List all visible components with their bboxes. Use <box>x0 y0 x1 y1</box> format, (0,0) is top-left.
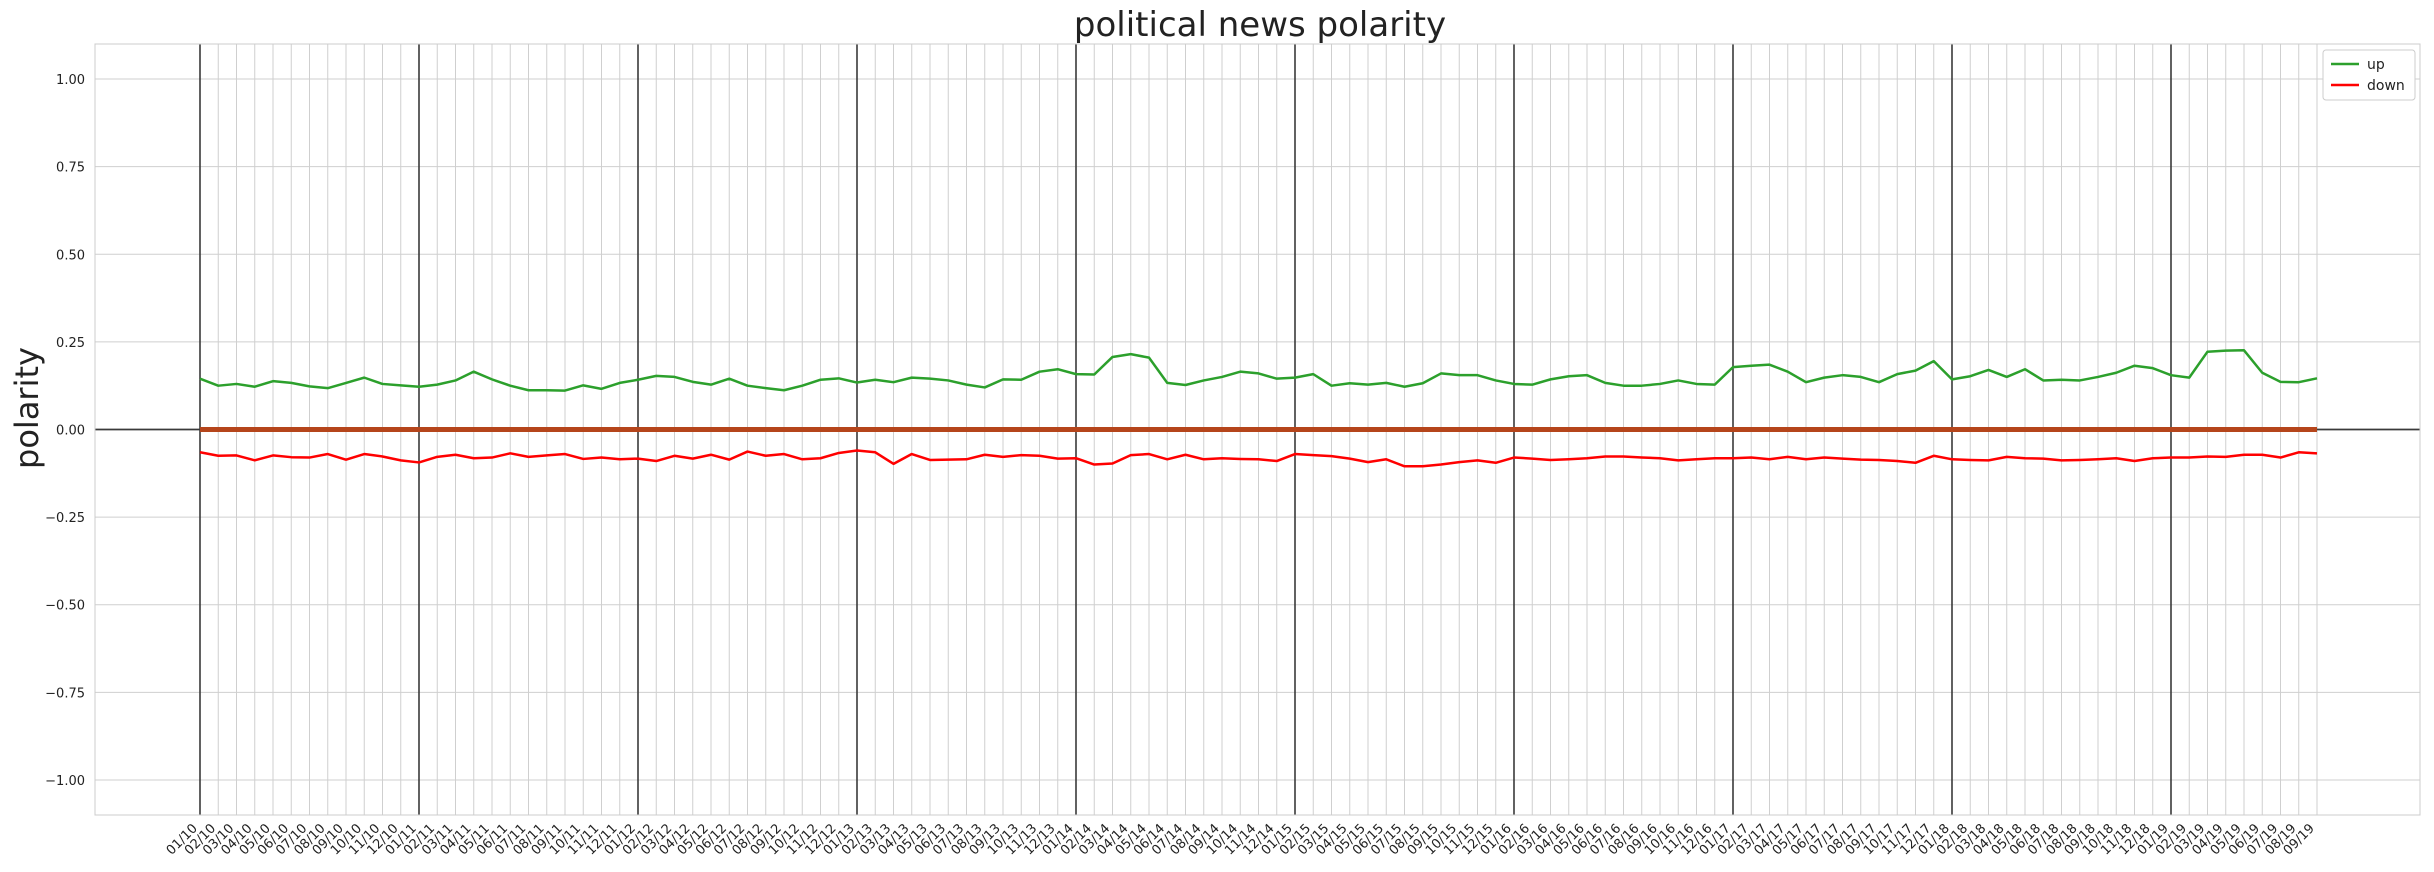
y-tick-label: 0.25 <box>56 336 85 351</box>
series-line-up <box>199 349 2318 392</box>
y-tick-label: 1.00 <box>56 73 85 88</box>
chart-title: political news polarity <box>1074 5 1446 45</box>
y-tick-label: −0.50 <box>45 599 85 614</box>
legend-label-up: up <box>2367 57 2385 73</box>
legend-box <box>2322 49 2416 101</box>
y-tick-label: −0.75 <box>45 686 85 701</box>
y-tick-label: 0.00 <box>56 424 85 439</box>
plot-frame <box>94 43 2421 816</box>
y-axis-ticks: 1.00 0.75 0.50 0.25 0.00 −0.25 −0.50 −0.75 −1.00 <box>45 73 85 789</box>
series-line-down <box>199 449 2318 468</box>
y-tick-label: 0.75 <box>56 161 85 176</box>
y-axis-label: polarity <box>8 347 46 469</box>
y-tick-label: −1.00 <box>45 774 85 789</box>
legend: up down <box>2322 49 2416 101</box>
series-lines <box>199 349 2318 468</box>
y-tick-label: −0.25 <box>45 511 85 526</box>
legend-label-down: down <box>2367 78 2405 94</box>
y-tick-label: 0.50 <box>56 248 85 263</box>
